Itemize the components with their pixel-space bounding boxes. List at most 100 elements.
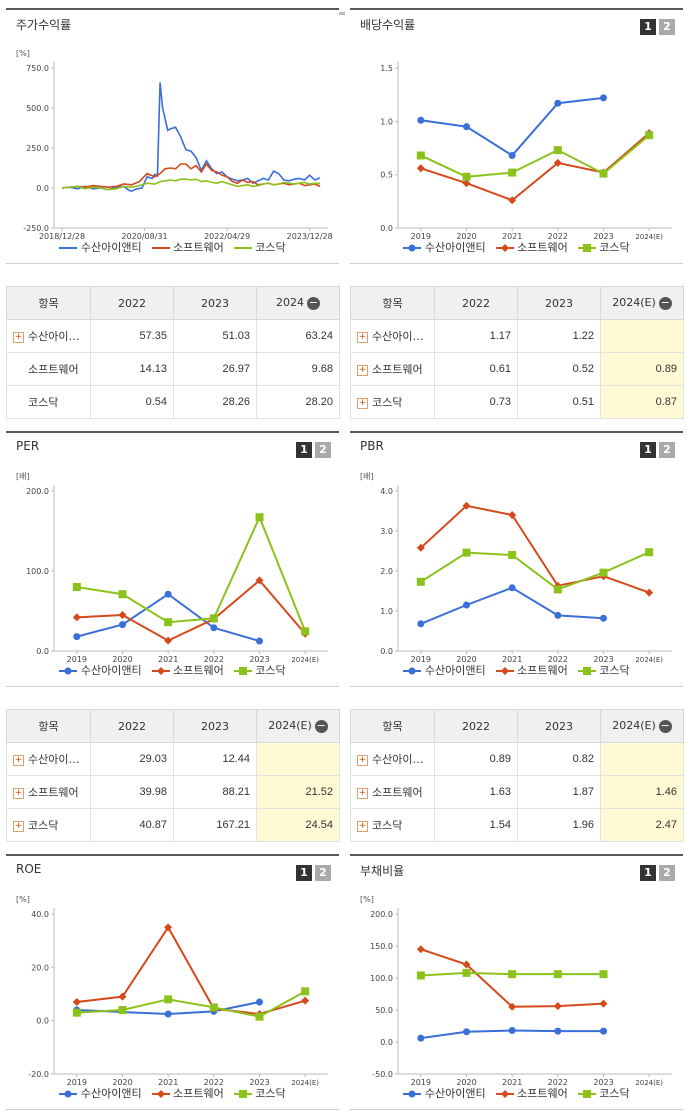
row-name-label[interactable]: 소프트웨어	[28, 363, 79, 376]
legend-item[interactable]: 코스닥	[233, 239, 286, 255]
legend-item[interactable]: 수산아이앤티	[403, 1085, 486, 1101]
data-point-series-3	[462, 172, 471, 181]
value-cell: 1.46	[600, 775, 684, 809]
data-point-series-3	[553, 585, 562, 594]
data-point-series-2	[462, 501, 471, 510]
table-row: + 수산아이… 29.03 12.44	[6, 742, 340, 776]
y-tick-label: 2.0	[380, 567, 393, 576]
header-label: 2023	[201, 719, 229, 733]
legend-item[interactable]: 코스닥	[577, 662, 630, 678]
chart-legend: 수산아이앤티 소프트웨어 코스닥	[6, 1085, 339, 1101]
legend-item[interactable]: 소프트웨어	[151, 1085, 224, 1101]
legend-item[interactable]: 코스닥	[233, 662, 286, 678]
page-1-button[interactable]: 1	[296, 865, 312, 881]
table-header-cell: 2022	[90, 709, 174, 743]
row-name-label[interactable]: 소프트웨어	[372, 786, 423, 799]
legend-item[interactable]: 코스닥	[577, 1085, 630, 1101]
value-cell: 0.89	[434, 742, 518, 776]
page-1-button[interactable]: 1	[296, 442, 312, 458]
expand-plus-icon[interactable]: +	[357, 754, 368, 766]
row-name-label[interactable]: 코스닥	[372, 396, 403, 409]
page-1-button[interactable]: 1	[640, 442, 656, 458]
header-label: 2022	[462, 296, 490, 310]
table-header-cell: 2024−	[256, 286, 340, 320]
row-name-label[interactable]: 코스닥	[372, 819, 403, 832]
row-name-cell: + 코스닥	[350, 808, 435, 842]
panel-title: ROE	[16, 862, 42, 876]
legend-item[interactable]: 수산아이앤티	[59, 662, 142, 678]
legend-item[interactable]: 소프트웨어	[151, 239, 224, 255]
expand-plus-icon[interactable]: +	[357, 331, 368, 343]
legend-item[interactable]: 수산아이앤티	[59, 1085, 142, 1101]
legend-item[interactable]: 수산아이앤티	[403, 239, 486, 255]
legend-item[interactable]: 소프트웨어	[495, 662, 568, 678]
legend-item[interactable]: 수산아이앤티	[403, 662, 486, 678]
data-point-series-1	[73, 633, 81, 641]
collapse-minus-icon[interactable]: −	[658, 295, 672, 310]
y-tick-label: 0.0	[380, 647, 393, 656]
legend-marker-icon	[59, 247, 78, 249]
legend-marker-icon	[233, 1090, 252, 1098]
page-2-button[interactable]: 2	[659, 442, 675, 458]
table-header-row: 항목 2022 2023 2024(E) −	[350, 709, 684, 743]
data-point-series-2	[508, 511, 517, 519]
table-row: + 코스닥 0.73 0.51 0.87	[350, 385, 684, 419]
x-tick-label: 2022	[548, 655, 568, 664]
table-header-cell: 항목	[350, 286, 435, 320]
row-name-label[interactable]: 수산아이…	[372, 330, 424, 343]
row-name-label[interactable]: 수산아이…	[28, 753, 80, 766]
collapse-minus-icon[interactable]: −	[307, 295, 320, 310]
page-2-button[interactable]: 2	[315, 442, 331, 458]
collapse-minus-icon[interactable]: −	[658, 718, 672, 733]
legend-marker-icon	[495, 667, 514, 675]
x-tick-label: 2024(E)	[291, 1079, 319, 1087]
data-point-series-1	[164, 590, 172, 598]
y-tick-label: 100.0	[370, 974, 393, 983]
page-1-button[interactable]: 1	[640, 865, 656, 881]
page-2-button[interactable]: 2	[659, 19, 675, 35]
table-header-cell: 2024(E) −	[256, 709, 340, 743]
row-name-label[interactable]: 코스닥	[28, 396, 59, 409]
expand-plus-icon[interactable]: +	[357, 364, 368, 376]
page-1-button[interactable]: 1	[640, 19, 656, 35]
value-cell: 29.03	[90, 742, 174, 776]
row-name-label[interactable]: 소프트웨어	[372, 363, 423, 376]
legend-item[interactable]: 수산아이앤티	[59, 239, 142, 255]
page-2-button[interactable]: 2	[659, 865, 675, 881]
series-line-1	[76, 592, 260, 643]
expand-plus-icon[interactable]: +	[13, 754, 24, 766]
data-point-series-3	[301, 627, 310, 636]
data-point-series-2	[599, 999, 608, 1008]
header-label: 2023	[545, 296, 573, 310]
page-2-button[interactable]: 2	[315, 865, 331, 881]
row-name-cell: + 소프트웨어	[6, 775, 91, 809]
row-name-label[interactable]: 소프트웨어	[28, 786, 79, 799]
legend-item[interactable]: 코스닥	[233, 1085, 286, 1101]
row-name-label[interactable]: 수산아이…	[372, 753, 424, 766]
expand-plus-icon[interactable]: +	[357, 397, 368, 409]
collapse-minus-icon[interactable]: −	[314, 718, 328, 733]
legend-item[interactable]: 코스닥	[577, 239, 630, 255]
legend-item[interactable]: 소프트웨어	[495, 1085, 568, 1101]
expand-plus-icon[interactable]: +	[13, 331, 24, 343]
legend-item[interactable]: 소프트웨어	[495, 239, 568, 255]
x-tick-label: 2021	[158, 1078, 178, 1087]
value-cell: 1.63	[434, 775, 518, 809]
data-point-series-3	[164, 995, 173, 1004]
x-tick-label: 2022	[548, 1078, 568, 1087]
expand-plus-icon[interactable]: +	[357, 787, 368, 799]
row-name-label[interactable]: 코스닥	[28, 819, 59, 832]
expand-plus-icon[interactable]: +	[13, 787, 24, 799]
data-point-series-2	[645, 588, 654, 597]
x-tick-label: 2024(E)	[291, 656, 319, 664]
y-tick-label: 0.0	[36, 184, 49, 193]
expand-plus-icon[interactable]: +	[13, 820, 24, 832]
row-name-cell: + 수산아이…	[6, 742, 91, 776]
row-name-label[interactable]: 수산아이…	[28, 330, 80, 343]
stock-return-panel: 주가수익률 [%] -250.0 0.0 250.0 500.0 750.0 2018/12…	[6, 8, 339, 264]
expand-plus-icon[interactable]: +	[357, 820, 368, 832]
value-cell: 0.82	[517, 742, 601, 776]
legend-item[interactable]: 소프트웨어	[151, 662, 224, 678]
